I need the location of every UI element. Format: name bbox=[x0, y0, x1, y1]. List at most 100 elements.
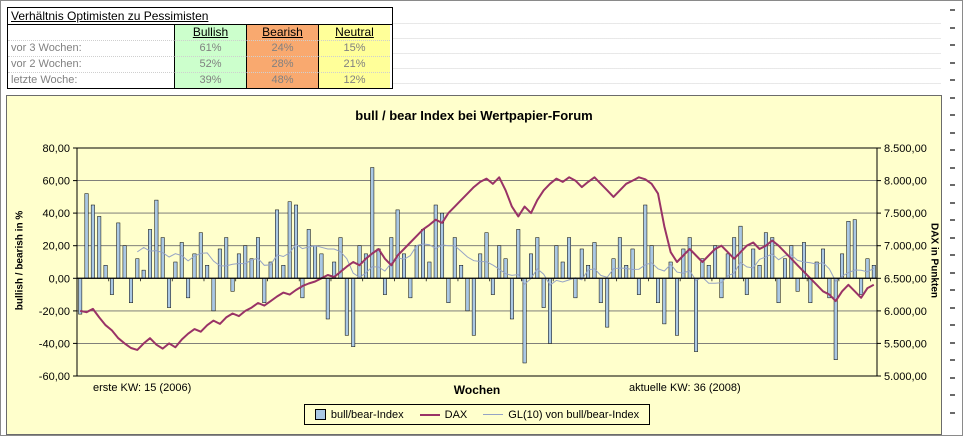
sheet-grid-mark bbox=[950, 114, 955, 116]
column-header-bullish-label: Bullish bbox=[192, 25, 229, 39]
bull-bear-bar bbox=[402, 253, 406, 279]
legend-swatch-dax bbox=[419, 413, 440, 416]
legend-label-bull-bear: bull/bear-Index bbox=[330, 408, 404, 421]
bull-bear-bar bbox=[592, 242, 597, 279]
row-label-3-weeks-ago: vor 3 Wochen: bbox=[8, 41, 174, 57]
chart-title: bull / bear Index bei Wertpapier-Forum bbox=[355, 108, 593, 123]
y-right-tick-label: 6.500,00 bbox=[884, 273, 927, 285]
bull-bear-bar bbox=[509, 278, 514, 320]
value-neutral-2w: 21% bbox=[318, 57, 390, 73]
legend-item-bull-bear: bull/bear-Index bbox=[314, 408, 404, 421]
bull-bear-bar bbox=[376, 248, 381, 279]
bull-bear-bar bbox=[840, 253, 845, 279]
y-axis-label-left: bullish / bearish in % bbox=[14, 210, 26, 311]
bull-bear-bar bbox=[846, 221, 851, 279]
y-left-tick-label: 60,00 bbox=[42, 176, 70, 188]
bull-bear-bar bbox=[465, 278, 470, 312]
y-right-tick-label: 6.000,00 bbox=[884, 306, 927, 318]
bull-bear-bar bbox=[135, 258, 140, 279]
bull-bear-bar bbox=[636, 278, 641, 295]
sheet-grid-mark bbox=[950, 254, 955, 256]
sheet-grid-mark bbox=[950, 201, 955, 204]
bull-bear-bar bbox=[427, 261, 432, 279]
current-week-note: aktuelle KW: 36 (2008) bbox=[629, 382, 741, 394]
bull-bear-bar bbox=[357, 245, 362, 279]
y-right-tick-label: 7.000,00 bbox=[884, 241, 927, 253]
sheet-grid-mark bbox=[950, 394, 955, 396]
sheet-grid-mark bbox=[950, 166, 955, 169]
bull-bear-bar bbox=[109, 278, 114, 295]
y-left-tick-label: 20,00 bbox=[42, 241, 70, 253]
y-left-tick-label: 0,00 bbox=[49, 273, 70, 285]
bull-bear-bar bbox=[154, 199, 159, 279]
gl10-line bbox=[137, 243, 875, 287]
bull-bear-bar bbox=[249, 258, 254, 279]
legend-item-dax: DAX bbox=[419, 408, 468, 421]
bull-bear-bar bbox=[319, 253, 324, 279]
bull-bear-bar bbox=[548, 278, 552, 344]
bull-bear-bar bbox=[281, 265, 286, 279]
ratio-table-corner-cell bbox=[8, 25, 174, 41]
y-axis-label-right: DAX in Punkten bbox=[928, 222, 940, 298]
bull-bear-bar bbox=[567, 237, 572, 279]
first-week-note: erste KW: 15 (2006) bbox=[93, 382, 192, 394]
sheet-grid-mark bbox=[950, 289, 955, 291]
bull-bear-bar bbox=[351, 278, 356, 347]
sheet-grid-mark bbox=[950, 376, 955, 379]
bull-bear-bar bbox=[167, 278, 172, 308]
y-right-tick-label: 5.500,00 bbox=[884, 338, 927, 350]
bull-bear-bar bbox=[789, 245, 794, 279]
bull-bear-bar bbox=[497, 245, 502, 279]
y-right-tick-label: 8.500,00 bbox=[884, 143, 927, 155]
bull-bear-bar bbox=[186, 278, 191, 299]
bull-bear-bar bbox=[211, 278, 216, 312]
bull-bear-bar bbox=[198, 232, 203, 279]
bull-bear-bar bbox=[421, 229, 425, 279]
bull-bear-bar bbox=[217, 248, 222, 279]
legend-label-dax: DAX bbox=[444, 408, 468, 421]
bull-bear-bar bbox=[871, 265, 876, 279]
bull-bear-bar bbox=[643, 204, 648, 279]
bull-bear-bar bbox=[706, 265, 711, 279]
bull-bear-bar bbox=[275, 209, 279, 279]
legend-label-gl10: GL(10) von bull/bear-Index bbox=[508, 408, 640, 421]
legend-swatch-gl bbox=[483, 414, 504, 415]
bull-bear-bar bbox=[459, 265, 464, 279]
bull-bear-bar bbox=[808, 278, 813, 303]
bull-bear-bar bbox=[129, 278, 133, 303]
bull-bear-bar bbox=[262, 278, 267, 303]
y-right-tick-label: 8.000,00 bbox=[884, 176, 927, 188]
y-left-tick-label: -20,00 bbox=[39, 306, 70, 318]
bull-bear-bar bbox=[382, 278, 387, 295]
y-left-tick-label: 40,00 bbox=[42, 208, 70, 220]
sheet-grid-mark bbox=[950, 271, 955, 274]
y-left-tick-label: 80,00 bbox=[42, 143, 70, 155]
y-left-tick-label: -60,00 bbox=[39, 371, 70, 383]
y-left-tick-label: -40,00 bbox=[39, 338, 70, 350]
y-right-tick-label: 7.500,00 bbox=[884, 208, 927, 220]
value-neutral-lw: 12% bbox=[318, 73, 390, 88]
bull-bear-bar bbox=[433, 204, 438, 279]
bull-bear-bar bbox=[414, 245, 419, 279]
bull-bear-bar bbox=[865, 258, 870, 279]
legend-swatch-bar bbox=[314, 409, 326, 420]
bull-bear-bar bbox=[325, 278, 330, 320]
sheet-grid-mark bbox=[950, 324, 955, 326]
sheet-grid-mark bbox=[950, 9, 955, 11]
bull-bear-bar bbox=[97, 216, 102, 279]
bull-bear-bar bbox=[116, 222, 121, 279]
bull-bear-bar bbox=[408, 278, 413, 299]
sheet-grid-mark bbox=[950, 306, 955, 309]
sheet-grid-mark bbox=[950, 184, 955, 186]
ratio-table-title: Verhältnis Optimisten zu Pessimisten bbox=[8, 8, 392, 25]
bull-bear-bar bbox=[471, 278, 476, 336]
bull-bear-bar bbox=[122, 245, 127, 279]
column-header-bearish: Bearish bbox=[246, 25, 318, 41]
ratio-table-grid: Bullish Bearish Neutral vor 3 Wochen: 61… bbox=[8, 25, 392, 88]
value-neutral-3w: 15% bbox=[318, 41, 390, 57]
row-label-last-week: letzte Woche: bbox=[11, 74, 78, 86]
bull-bear-bar bbox=[503, 258, 508, 279]
bull-bear-bar bbox=[389, 237, 394, 279]
spreadsheet-gridlines bbox=[393, 23, 941, 85]
value-bullish-3w: 61% bbox=[174, 41, 246, 57]
